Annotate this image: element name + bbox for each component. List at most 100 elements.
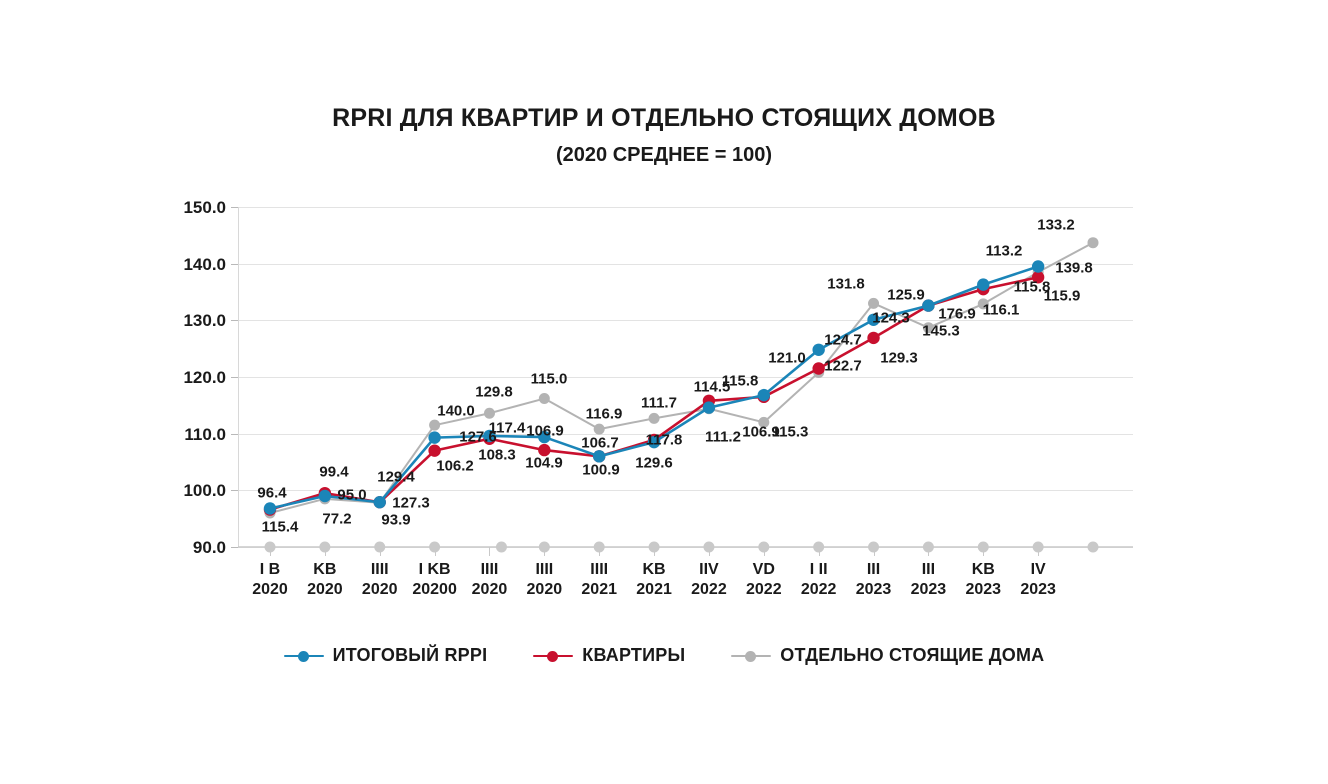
x-tick-year: 2020 bbox=[307, 581, 343, 598]
x-axis-tick-label: VD 2022 bbox=[724, 560, 804, 600]
series-line bbox=[269, 241, 1094, 514]
legend-marker-icon bbox=[731, 649, 772, 663]
legend-marker-icon bbox=[283, 649, 324, 663]
x-tick-year: 2023 bbox=[1020, 581, 1056, 598]
y-tick-mark bbox=[231, 433, 238, 435]
series-marker bbox=[757, 388, 770, 402]
y-axis-tick-label: 120.0 bbox=[183, 368, 226, 387]
x-tick-quarter: KB bbox=[642, 561, 666, 578]
chart-legend: ИТОГОВЫЙ RPPI КВАРТИРЫ ОТДЕЛЬНО СТОЯЩИЕ ДО… bbox=[0, 645, 1328, 666]
series-marker bbox=[1031, 260, 1045, 273]
x-axis-tick-label: III 2023 bbox=[888, 560, 968, 600]
x-tick-year: 20200 bbox=[412, 581, 457, 598]
x-tick-year: 2021 bbox=[636, 581, 672, 598]
y-axis-tick-label: 100.0 bbox=[183, 481, 226, 501]
y-axis-line bbox=[238, 207, 239, 547]
legend-item-3[interactable]: ОТДЕЛЬНО СТОЯЩИЕ ДОМА bbox=[731, 645, 1044, 666]
x-axis-tick-label: KB 2021 bbox=[614, 560, 694, 600]
gridline bbox=[238, 263, 1133, 265]
x-axis-tick-label: I KB 20200 bbox=[395, 560, 475, 600]
series-marker bbox=[758, 416, 770, 428]
series-marker bbox=[263, 502, 277, 515]
x-tick-quarter: IIII bbox=[480, 561, 499, 578]
y-axis-tick-label: 140.0 bbox=[183, 254, 226, 274]
series-marker bbox=[483, 407, 495, 419]
legend-dot bbox=[547, 650, 559, 662]
gridline bbox=[238, 207, 1133, 208]
series-marker bbox=[483, 429, 496, 443]
series-marker bbox=[922, 299, 935, 312]
x-tick-year: 2020 bbox=[252, 581, 288, 598]
legend-item-1[interactable]: ИТОГОВЫЙ RPPI bbox=[283, 645, 488, 666]
x-axis-tick-label: IIII 2020 bbox=[449, 560, 529, 600]
baseline-marker bbox=[374, 541, 386, 553]
baseline-marker bbox=[868, 541, 880, 553]
x-tick-quarter: III bbox=[921, 561, 936, 578]
y-tick-mark bbox=[231, 207, 238, 208]
x-tick-year: 2020 bbox=[526, 581, 563, 598]
x-axis-tick-label: IIII 2021 bbox=[559, 560, 639, 600]
x-axis-tick-label: III 2023 bbox=[834, 560, 914, 600]
baseline-marker bbox=[429, 541, 441, 553]
x-tick-quarter: KB bbox=[971, 561, 995, 578]
series-plot bbox=[238, 237, 1133, 553]
x-axis-tick-label: KB 2023 bbox=[943, 560, 1023, 600]
series-marker bbox=[922, 322, 934, 334]
legend-dot bbox=[297, 650, 309, 662]
x-axis-tick-label: IIV 2022 bbox=[669, 560, 749, 600]
legend-marker-icon bbox=[533, 649, 574, 663]
series-marker bbox=[977, 298, 989, 310]
series-marker bbox=[318, 489, 332, 503]
x-tick-quarter: I KB bbox=[418, 561, 451, 578]
x-axis-tick-label: IIII 2020 bbox=[504, 560, 584, 600]
baseline-marker bbox=[703, 541, 715, 553]
baseline-marker bbox=[495, 541, 507, 553]
y-axis-tick-label: 150.0 bbox=[183, 198, 226, 217]
gridline bbox=[238, 433, 1133, 435]
legend-dot bbox=[745, 650, 757, 662]
series-line bbox=[268, 275, 1040, 511]
y-tick-mark bbox=[231, 547, 238, 548]
baseline-marker bbox=[1032, 541, 1044, 553]
x-tick-quarter: I B bbox=[259, 561, 281, 578]
x-tick-year: 2022 bbox=[746, 581, 782, 598]
series-marker bbox=[428, 444, 441, 457]
legend-label: ОТДЕЛЬНО СТОЯЩИЕ ДОМА bbox=[780, 645, 1045, 665]
gridline bbox=[238, 377, 1133, 378]
baseline-marker bbox=[264, 541, 276, 553]
series-marker bbox=[538, 430, 551, 444]
x-tick-quarter: VD bbox=[752, 561, 775, 578]
baseline-marker bbox=[538, 541, 550, 553]
series-marker bbox=[812, 362, 825, 375]
y-tick-mark bbox=[231, 263, 238, 265]
x-tick-quarter: IIII bbox=[535, 561, 554, 578]
x-tick-year: 2023 bbox=[855, 581, 892, 598]
series-marker bbox=[647, 435, 661, 449]
series-3 bbox=[264, 237, 1099, 519]
x-tick-quarter: I II bbox=[809, 561, 828, 578]
x-axis-tick-label: IV 2023 bbox=[998, 560, 1078, 600]
x-tick-quarter: IIV bbox=[699, 561, 719, 578]
legend-label: КВАРТИРЫ bbox=[582, 645, 686, 665]
baseline-marker bbox=[977, 541, 989, 553]
x-tick-year: 2022 bbox=[800, 581, 837, 598]
baseline-marker bbox=[648, 541, 660, 553]
series-marker bbox=[868, 297, 880, 309]
series-marker bbox=[1031, 271, 1045, 284]
y-axis-tick-label: 130.0 bbox=[183, 311, 226, 331]
series-marker bbox=[977, 278, 990, 291]
series-1 bbox=[263, 260, 1045, 515]
x-tick-quarter: KB bbox=[313, 561, 337, 578]
y-axis-tick-label: 90.0 bbox=[192, 538, 226, 557]
x-axis-tick-label: I II 2022 bbox=[779, 560, 859, 600]
legend-item-2[interactable]: КВАРТИРЫ bbox=[533, 645, 685, 666]
series-marker bbox=[538, 393, 550, 405]
chart-subtitle: (2020 СРЕДНЕЕ = 100) bbox=[555, 144, 773, 166]
baseline-marker bbox=[319, 541, 331, 553]
x-tick-year: 2021 bbox=[581, 581, 617, 598]
y-tick-mark bbox=[231, 377, 238, 378]
series-marker bbox=[1087, 237, 1099, 249]
baseline-marker bbox=[758, 541, 770, 553]
baseline-marker bbox=[922, 541, 934, 553]
